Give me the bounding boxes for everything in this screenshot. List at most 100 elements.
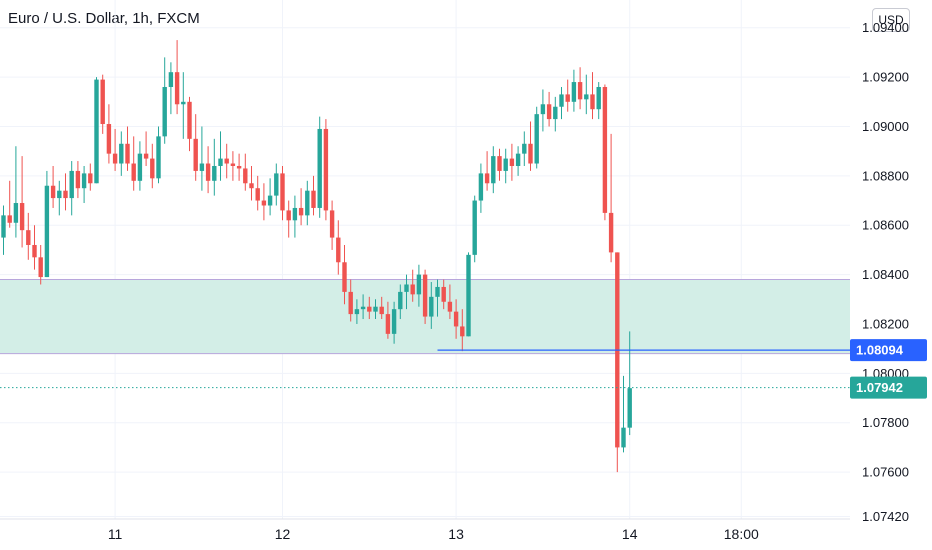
- candle: [422, 269, 428, 324]
- candle-body: [348, 291, 353, 315]
- candle-body: [181, 101, 186, 105]
- candle: [615, 252, 620, 473]
- candle: [218, 131, 223, 181]
- candle-body: [596, 86, 601, 110]
- candle-body: [162, 86, 167, 137]
- candle-body: [453, 311, 459, 327]
- candle-body: [342, 262, 347, 292]
- price-tick-label: 1.08200: [862, 316, 909, 331]
- candle-body: [7, 215, 12, 223]
- candle-body: [205, 163, 211, 181]
- candle-body: [274, 173, 279, 196]
- candle: [491, 146, 496, 194]
- candle: [38, 244, 43, 285]
- last-price-badge-label: 1.07942: [856, 380, 903, 395]
- price-tick-label: 1.09200: [862, 70, 909, 85]
- price-axis[interactable]: 1.09400 1.09200 1.09000 1.08800 1.08600 1.084…: [850, 20, 927, 524]
- candle: [199, 126, 205, 191]
- candle: [584, 74, 589, 115]
- price-tick-label: 1.08600: [862, 218, 909, 233]
- candle-body: [57, 190, 62, 199]
- candle-body: [354, 309, 360, 315]
- candle: [26, 212, 31, 260]
- candle: [267, 178, 273, 216]
- candle: [466, 252, 471, 337]
- candle-body: [63, 190, 68, 199]
- candle: [435, 279, 440, 317]
- candle: [416, 264, 422, 307]
- candle: [317, 116, 322, 218]
- candle-body: [311, 190, 316, 208]
- candle: [447, 284, 453, 320]
- candle: [571, 69, 577, 112]
- candle-body: [360, 306, 366, 310]
- candle-body: [608, 212, 614, 253]
- candle-body: [503, 158, 508, 171]
- candle-body: [143, 153, 149, 159]
- candle: [243, 153, 248, 191]
- candle-body: [404, 284, 409, 292]
- candle-body: [298, 207, 304, 216]
- candle: [460, 309, 465, 352]
- candle: [323, 119, 329, 221]
- candle: [106, 104, 112, 164]
- candle-body: [329, 210, 335, 238]
- time-tick-label: 14: [622, 526, 638, 542]
- candle: [181, 72, 186, 139]
- candle-body: [94, 79, 99, 184]
- candle: [497, 148, 502, 181]
- candle: [621, 375, 626, 453]
- candle-body: [88, 173, 93, 184]
- candle-body: [81, 173, 87, 189]
- candle: [565, 79, 570, 112]
- candle: [540, 89, 546, 132]
- candle-body: [280, 173, 285, 211]
- candle-body: [602, 86, 608, 213]
- candle: [230, 151, 236, 181]
- candle: [100, 74, 105, 134]
- candle: [627, 331, 632, 436]
- time-tick-label: 18:00: [724, 526, 759, 542]
- candle-body: [410, 284, 415, 295]
- time-tick-label: 11: [108, 526, 123, 542]
- candle-body: [336, 237, 341, 263]
- candle: [69, 161, 74, 216]
- candle-body: [416, 274, 422, 295]
- candle: [193, 114, 198, 181]
- candle: [131, 136, 136, 191]
- candle: [19, 156, 25, 248]
- candle: [590, 72, 595, 120]
- candle: [348, 279, 353, 322]
- candle-body: [100, 79, 105, 125]
- candle-body: [150, 158, 155, 179]
- candle: [81, 165, 87, 204]
- candle-body: [367, 306, 372, 312]
- candle: [261, 183, 267, 221]
- grid: [0, 0, 850, 519]
- candle-body: [230, 163, 236, 166]
- candle-body: [292, 207, 298, 221]
- candle-body: [32, 244, 37, 258]
- currency-button[interactable]: USD: [872, 8, 910, 32]
- candle: [367, 296, 372, 320]
- candle: [373, 299, 378, 320]
- candle-body: [447, 301, 453, 312]
- candle-body: [478, 173, 484, 201]
- candle-body: [515, 153, 521, 166]
- candle: [336, 220, 341, 275]
- time-axis[interactable]: 11 12 13 14 18:00: [108, 526, 759, 542]
- candle: [391, 301, 397, 344]
- candle-body: [540, 104, 546, 115]
- candle-body: [379, 306, 384, 315]
- price-tick-label: 1.07800: [862, 415, 909, 430]
- candle: [119, 131, 124, 176]
- price-tick-label: 1.08400: [862, 267, 909, 282]
- candle: [385, 301, 391, 339]
- time-tick-label: 13: [448, 526, 464, 542]
- candle-body: [168, 72, 174, 87]
- candle: [7, 180, 12, 228]
- candle: [534, 106, 539, 169]
- candle: [224, 143, 229, 179]
- candle: [187, 96, 192, 152]
